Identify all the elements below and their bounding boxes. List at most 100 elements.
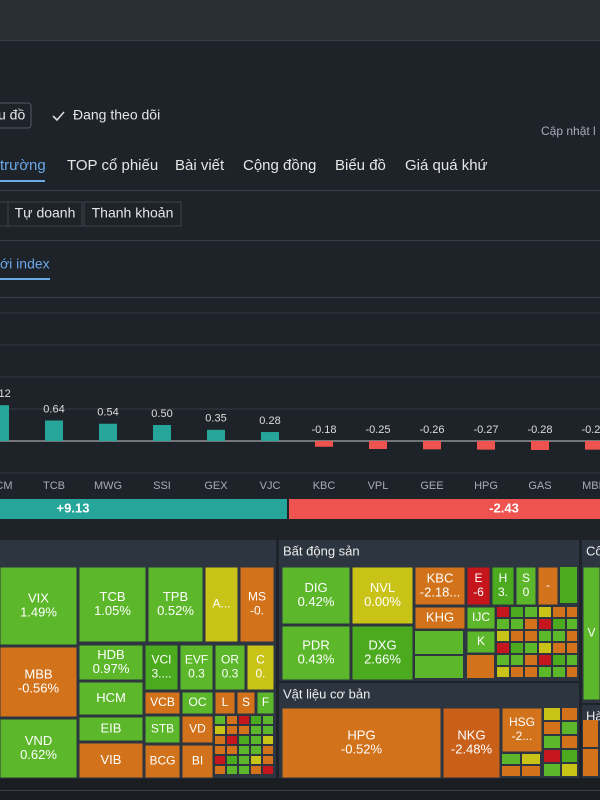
tab[interactable]: Bài viết — [175, 157, 225, 174]
button-label[interactable]: u đồ — [0, 107, 25, 123]
follow-label[interactable]: Đang theo dõi — [73, 107, 160, 123]
tile[interactable] — [537, 566, 559, 606]
tile-small — [227, 746, 237, 754]
tile[interactable] — [181, 744, 214, 779]
tile[interactable] — [256, 691, 275, 715]
tile-change: -0.52% — [341, 741, 383, 756]
tile[interactable] — [204, 566, 239, 643]
tab[interactable]: Biểu đồ — [335, 157, 386, 174]
tile-label: IJC — [472, 610, 490, 624]
tile[interactable] — [246, 644, 275, 691]
tile-small — [560, 567, 577, 603]
tile-label: H — [499, 571, 508, 585]
tile-small — [539, 619, 551, 629]
tile[interactable] — [0, 646, 78, 718]
summary-negative — [289, 499, 600, 519]
tile[interactable] — [144, 715, 181, 744]
tile[interactable] — [181, 691, 214, 715]
tile-small — [539, 607, 551, 617]
tile-small — [502, 766, 520, 776]
bar — [153, 425, 171, 441]
tile[interactable] — [236, 691, 256, 715]
tile-label: K — [477, 634, 485, 648]
tile[interactable] — [351, 625, 414, 681]
tile[interactable] — [351, 566, 414, 625]
tile-change: 0.42% — [298, 594, 335, 609]
tile[interactable] — [281, 566, 351, 625]
tile-change: 0.62% — [20, 747, 57, 762]
tile[interactable] — [239, 566, 275, 643]
tile-label: A... — [212, 597, 230, 611]
tile[interactable] — [414, 606, 466, 630]
tile-small — [239, 756, 249, 764]
tile[interactable] — [281, 625, 351, 681]
tile[interactable] — [466, 566, 491, 606]
tile-small — [539, 655, 551, 665]
value-label: 1.12 — [0, 388, 11, 400]
tile-label: HDB — [97, 647, 124, 662]
category-label: MWG — [94, 480, 122, 492]
subtab[interactable] — [7, 201, 83, 227]
tile-label: VND — [25, 733, 52, 748]
tile[interactable] — [582, 566, 600, 701]
tile-change: 0.00% — [364, 594, 401, 609]
tile-small — [511, 643, 523, 653]
tile[interactable] — [466, 630, 496, 654]
bar — [99, 423, 117, 441]
tile-label: KBC — [427, 570, 454, 585]
tile-change: 3.... — [151, 667, 171, 681]
tile[interactable] — [281, 707, 442, 779]
bar — [477, 441, 495, 450]
tile[interactable] — [414, 566, 466, 606]
tile[interactable] — [442, 707, 501, 779]
tile[interactable] — [0, 718, 78, 779]
bar — [585, 441, 600, 450]
chart-tab[interactable]: ới index — [0, 256, 50, 272]
tile[interactable] — [515, 566, 537, 606]
button[interactable] — [0, 102, 32, 129]
tile-small — [215, 766, 225, 774]
tab[interactable]: Giá quá khứ — [405, 157, 488, 174]
subtab-label[interactable]: Thanh khoản — [92, 205, 174, 221]
tile[interactable] — [501, 707, 543, 753]
tile-small — [251, 746, 261, 754]
tile[interactable] — [78, 644, 144, 681]
tile[interactable] — [214, 691, 236, 715]
tile[interactable] — [144, 644, 179, 691]
tab[interactable]: Cộng đồng — [243, 157, 316, 174]
tile[interactable] — [78, 681, 144, 716]
tile-small — [263, 756, 273, 764]
tile-small — [263, 746, 273, 754]
tile-small — [251, 716, 261, 724]
tile-label: OC — [189, 695, 207, 709]
tile-small — [215, 726, 225, 734]
tile-small — [539, 643, 551, 653]
tile[interactable] — [147, 566, 204, 643]
tile-change: -0.56% — [18, 680, 60, 695]
tile[interactable] — [179, 644, 214, 691]
subtab-label[interactable]: Tự doanh — [15, 205, 76, 221]
subtab[interactable] — [83, 201, 182, 227]
tile[interactable] — [0, 566, 78, 646]
tile-label: VIX — [28, 590, 49, 605]
tile-label: E — [474, 571, 482, 585]
tile[interactable] — [214, 644, 246, 691]
tile-label: S — [522, 571, 530, 585]
summary-positive — [0, 499, 287, 519]
tile-small — [553, 607, 565, 617]
tile[interactable] — [144, 744, 181, 779]
tile[interactable] — [144, 691, 181, 715]
tile[interactable] — [78, 742, 144, 779]
bar — [531, 441, 549, 450]
tab[interactable]: TOP cổ phiếu — [67, 157, 158, 174]
tile[interactable] — [181, 715, 214, 744]
tile-small — [239, 716, 249, 724]
tile[interactable] — [78, 716, 144, 742]
tile[interactable] — [466, 606, 496, 630]
tile[interactable] — [491, 566, 515, 606]
tile-label: TCB — [100, 589, 126, 604]
tile-label: HCM — [96, 690, 126, 705]
tile[interactable] — [78, 566, 147, 643]
tab[interactable]: trường — [0, 157, 46, 174]
subtab[interactable] — [0, 201, 9, 227]
